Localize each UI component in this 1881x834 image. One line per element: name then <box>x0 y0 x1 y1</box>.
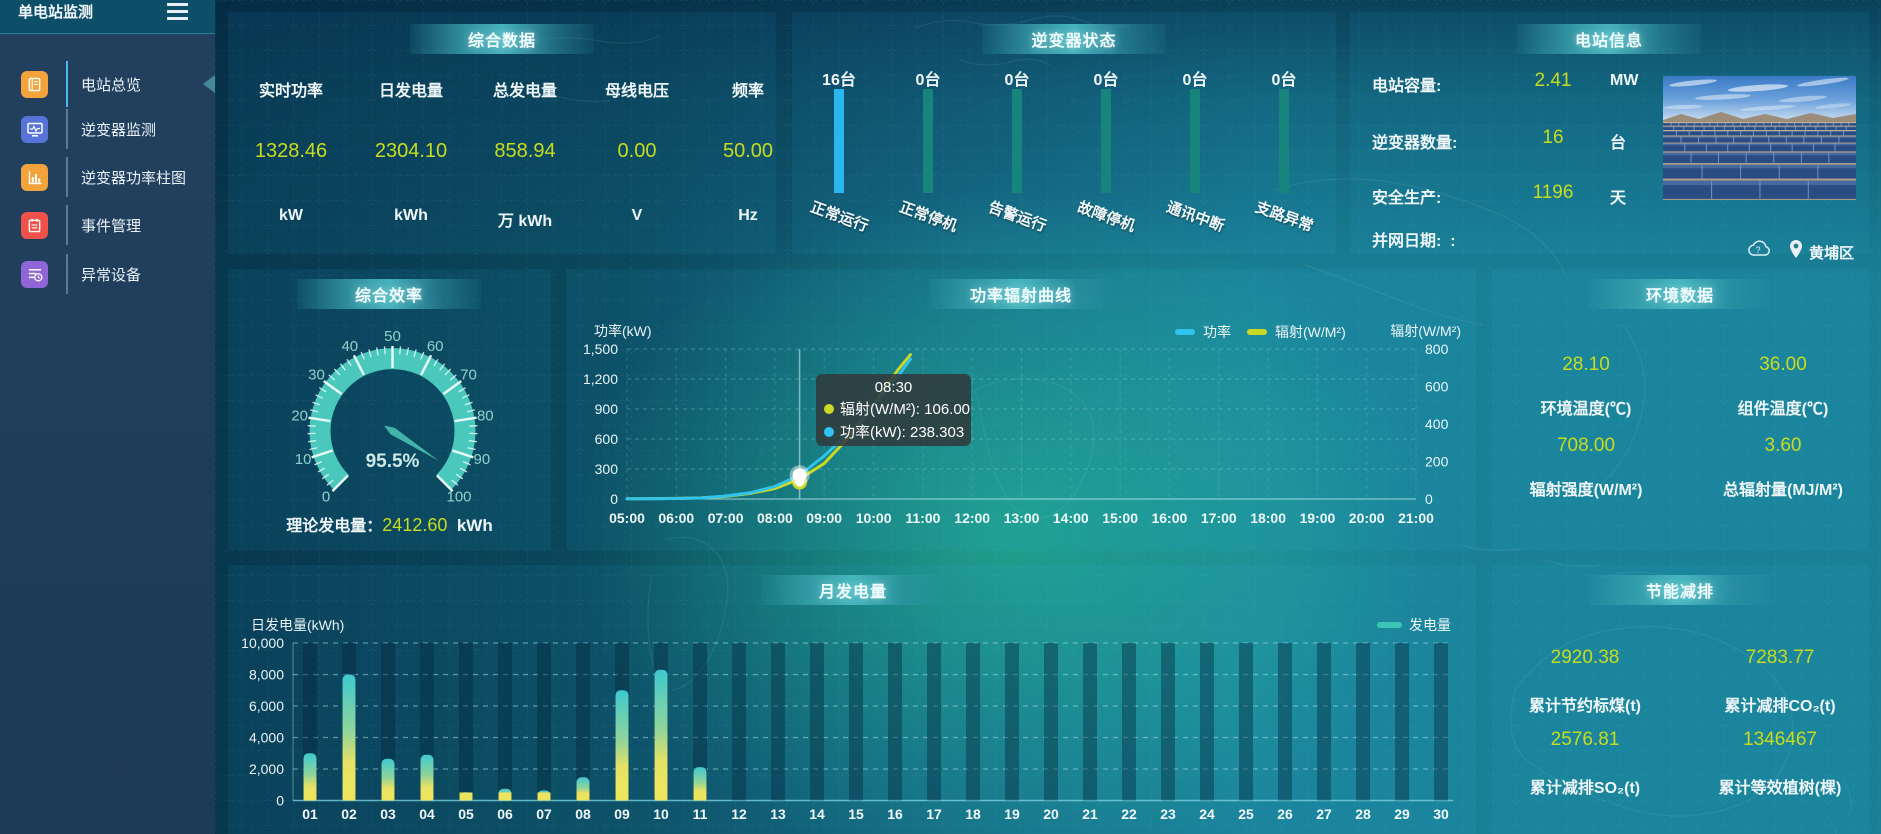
svg-text:600: 600 <box>595 431 619 447</box>
svg-text:14: 14 <box>809 806 825 822</box>
svg-text:25: 25 <box>1238 806 1254 822</box>
svg-text:50: 50 <box>384 328 401 345</box>
svg-text:40: 40 <box>341 338 358 355</box>
svg-text:600: 600 <box>1425 379 1449 395</box>
svg-text:10: 10 <box>653 806 669 822</box>
svg-text:28: 28 <box>1355 806 1371 822</box>
svg-text:04: 04 <box>419 806 435 822</box>
svg-text:80: 80 <box>477 407 494 424</box>
svg-text:200: 200 <box>1425 454 1449 470</box>
svg-text:?: ? <box>1755 245 1760 255</box>
svg-text:12: 12 <box>731 806 747 822</box>
svg-text:19:00: 19:00 <box>1299 510 1335 526</box>
svg-text:14:00: 14:00 <box>1053 510 1089 526</box>
svg-text:0: 0 <box>322 489 330 506</box>
svg-text:18: 18 <box>965 806 981 822</box>
svg-text:27: 27 <box>1316 806 1332 822</box>
svg-text:0: 0 <box>1425 491 1433 507</box>
svg-text:21:00: 21:00 <box>1398 510 1434 526</box>
svg-text:07: 07 <box>536 806 552 822</box>
svg-text:95.5%: 95.5% <box>366 451 420 472</box>
svg-text:17: 17 <box>926 806 942 822</box>
svg-text:30: 30 <box>1433 806 1449 822</box>
svg-text:30: 30 <box>308 367 325 384</box>
svg-text:0: 0 <box>276 793 284 809</box>
svg-text:20:00: 20:00 <box>1349 510 1385 526</box>
svg-text:20: 20 <box>291 407 308 424</box>
svg-text:08:00: 08:00 <box>757 510 793 526</box>
svg-text:11:00: 11:00 <box>905 510 940 526</box>
svg-text:16:00: 16:00 <box>1151 510 1187 526</box>
svg-text:26: 26 <box>1277 806 1293 822</box>
svg-text:1,200: 1,200 <box>583 371 618 387</box>
svg-text:6,000: 6,000 <box>249 698 284 714</box>
svg-text:900: 900 <box>595 401 619 417</box>
svg-text:29: 29 <box>1394 806 1410 822</box>
svg-text:19: 19 <box>1004 806 1020 822</box>
svg-text:15: 15 <box>848 806 864 822</box>
svg-text:13:00: 13:00 <box>1004 510 1040 526</box>
svg-text:70: 70 <box>460 367 477 384</box>
svg-text:800: 800 <box>1425 341 1449 357</box>
svg-text:10: 10 <box>295 451 312 468</box>
svg-text:07:00: 07:00 <box>708 510 744 526</box>
svg-text:2,000: 2,000 <box>249 761 284 777</box>
svg-text:08: 08 <box>575 806 591 822</box>
svg-text:21: 21 <box>1082 806 1098 822</box>
svg-text:09:00: 09:00 <box>806 510 842 526</box>
svg-text:24: 24 <box>1199 806 1215 822</box>
svg-text:05:00: 05:00 <box>609 510 645 526</box>
svg-text:90: 90 <box>474 451 491 468</box>
svg-text:100: 100 <box>446 489 471 506</box>
svg-text:400: 400 <box>1425 416 1449 432</box>
svg-text:02: 02 <box>341 806 357 822</box>
svg-text:0: 0 <box>610 491 618 507</box>
svg-text:60: 60 <box>427 338 444 355</box>
svg-text:17:00: 17:00 <box>1201 510 1237 526</box>
svg-text:300: 300 <box>595 461 619 477</box>
svg-text:10:00: 10:00 <box>856 510 892 526</box>
svg-text:23: 23 <box>1160 806 1176 822</box>
svg-text:11: 11 <box>693 806 708 822</box>
svg-text:05: 05 <box>458 806 474 822</box>
svg-text:12:00: 12:00 <box>954 510 990 526</box>
svg-text:01: 01 <box>302 806 318 822</box>
svg-text:15:00: 15:00 <box>1102 510 1138 526</box>
svg-text:20: 20 <box>1043 806 1059 822</box>
svg-text:8,000: 8,000 <box>249 667 284 683</box>
svg-text:4,000: 4,000 <box>249 730 284 746</box>
svg-text:06:00: 06:00 <box>658 510 694 526</box>
svg-text:06: 06 <box>497 806 513 822</box>
svg-text:13: 13 <box>770 806 786 822</box>
svg-text:16: 16 <box>887 806 903 822</box>
svg-text:1,500: 1,500 <box>583 341 618 357</box>
svg-text:18:00: 18:00 <box>1250 510 1286 526</box>
svg-text:09: 09 <box>614 806 630 822</box>
svg-text:03: 03 <box>380 806 396 822</box>
svg-text:10,000: 10,000 <box>241 635 284 651</box>
svg-text:22: 22 <box>1121 806 1137 822</box>
